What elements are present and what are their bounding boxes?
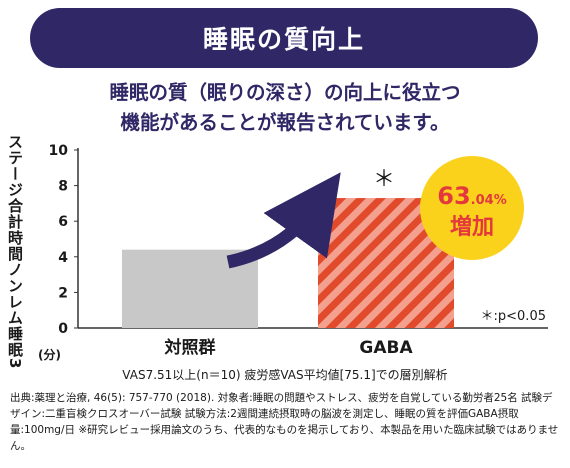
condition-note: VAS7.51以上(n＝10) 疲労感VAS平均値[75.1]での層別解析 bbox=[122, 368, 448, 382]
x-tick-label: 対照群 bbox=[164, 337, 216, 358]
badge-label: 増加 bbox=[450, 214, 494, 240]
headline-line-2: 機能があることが報告されています。 bbox=[120, 111, 450, 134]
y-axis-unit: (分) bbox=[38, 348, 61, 362]
y-axis-label: ステージ合計時間ノンレム睡眠3 bbox=[6, 134, 24, 370]
y-tick-label: 0 bbox=[58, 321, 68, 337]
y-tick-label: 2 bbox=[58, 285, 68, 301]
increase-badge bbox=[420, 156, 524, 260]
y-tick-label: 6 bbox=[58, 214, 68, 230]
source-footnote: 出典:薬理と治療, 46(5): 757-770 (2018). 対象者:睡眠の… bbox=[10, 392, 559, 452]
p-value-note: ＊:p<0.05 bbox=[481, 309, 546, 324]
increase-arrow bbox=[226, 172, 341, 269]
headline-line-1: 睡眠の質（眠りの深さ）の向上に役立つ bbox=[109, 81, 461, 104]
title-banner: 睡眠の質向上 bbox=[30, 8, 538, 68]
significance-star: ＊ bbox=[373, 167, 395, 192]
y-tick-label: 4 bbox=[58, 250, 68, 266]
y-tick-label: 10 bbox=[49, 143, 69, 159]
banner-title: 睡眠の質向上 bbox=[202, 25, 365, 54]
x-tick-label: GABA bbox=[359, 338, 413, 358]
badge-percent: 63.04% bbox=[437, 182, 506, 210]
y-tick-label: 8 bbox=[58, 179, 68, 195]
